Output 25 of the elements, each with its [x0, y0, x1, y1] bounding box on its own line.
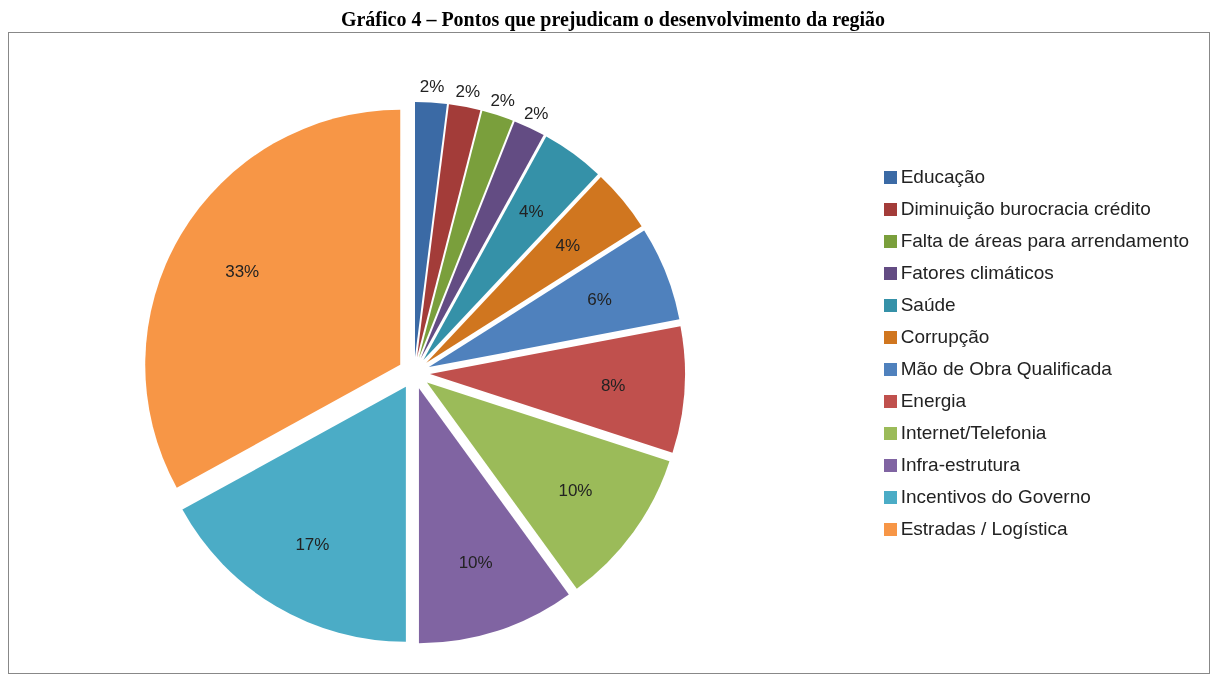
data-label: 33% [225, 261, 260, 281]
legend-label: Incentivos do Governo [900, 485, 1091, 509]
data-label: 2% [455, 81, 481, 101]
data-label: 10% [558, 480, 593, 500]
data-label: 2% [419, 77, 445, 97]
legend-label: Infra-estrutura [900, 453, 1020, 477]
data-label: 17% [295, 535, 330, 555]
legend-label: Estradas / Logística [900, 517, 1068, 541]
legend-label: Educação [900, 165, 986, 189]
legend-label: Corrupção [900, 325, 990, 349]
legend-label: Falta de áreas para arrendamento [900, 229, 1189, 253]
data-label: 2% [523, 103, 549, 123]
data-label: 8% [600, 376, 626, 396]
legend-label: Internet/Telefonia [900, 421, 1047, 445]
data-label: 10% [458, 553, 493, 573]
legend-label: Mão de Obra Qualificada [900, 357, 1112, 381]
data-label: 4% [519, 202, 544, 222]
data-label: 6% [587, 290, 612, 310]
legend-label: Diminuição burocracia crédito [900, 197, 1151, 221]
data-label: 4% [555, 236, 581, 256]
legend-label: Energia [900, 389, 967, 413]
data-label: 2% [490, 90, 515, 110]
legend-label: Fatores climáticos [900, 261, 1054, 285]
chart-title: Gráfico 4 – Pontos que prejudicam o desenvolvimento da região [339, 8, 887, 32]
legend-label: Saúde [900, 293, 956, 317]
